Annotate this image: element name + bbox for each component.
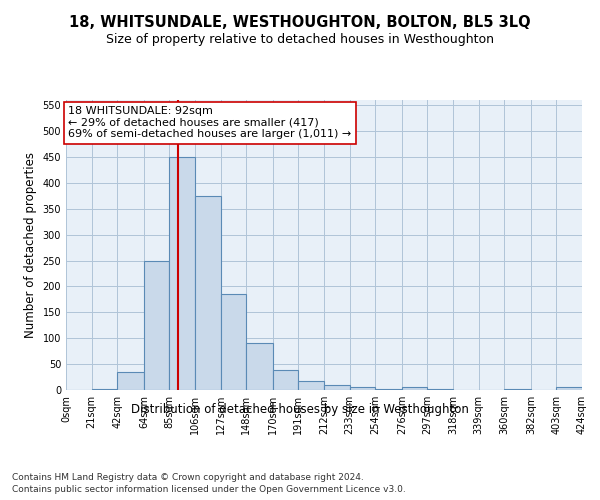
Text: Size of property relative to detached houses in Westhoughton: Size of property relative to detached ho…: [106, 32, 494, 46]
Bar: [298, 380, 324, 390]
Bar: [375, 389, 402, 390]
Bar: [402, 388, 427, 390]
Bar: [273, 370, 298, 390]
Text: Distribution of detached houses by size in Westhoughton: Distribution of detached houses by size …: [131, 402, 469, 415]
Bar: [350, 388, 375, 390]
Text: 18, WHITSUNDALE, WESTHOUGHTON, BOLTON, BL5 3LQ: 18, WHITSUNDALE, WESTHOUGHTON, BOLTON, B…: [69, 15, 531, 30]
Bar: [195, 196, 221, 390]
Bar: [169, 157, 195, 390]
Text: 18 WHITSUNDALE: 92sqm
← 29% of detached houses are smaller (417)
69% of semi-det: 18 WHITSUNDALE: 92sqm ← 29% of detached …: [68, 106, 352, 140]
Bar: [246, 344, 273, 390]
Bar: [324, 385, 350, 390]
Text: Contains HM Land Registry data © Crown copyright and database right 2024.: Contains HM Land Registry data © Crown c…: [12, 472, 364, 482]
Bar: [221, 294, 246, 390]
Bar: [144, 260, 169, 390]
Y-axis label: Number of detached properties: Number of detached properties: [24, 152, 37, 338]
Bar: [117, 372, 144, 390]
Bar: [556, 388, 582, 390]
Text: Contains public sector information licensed under the Open Government Licence v3: Contains public sector information licen…: [12, 485, 406, 494]
